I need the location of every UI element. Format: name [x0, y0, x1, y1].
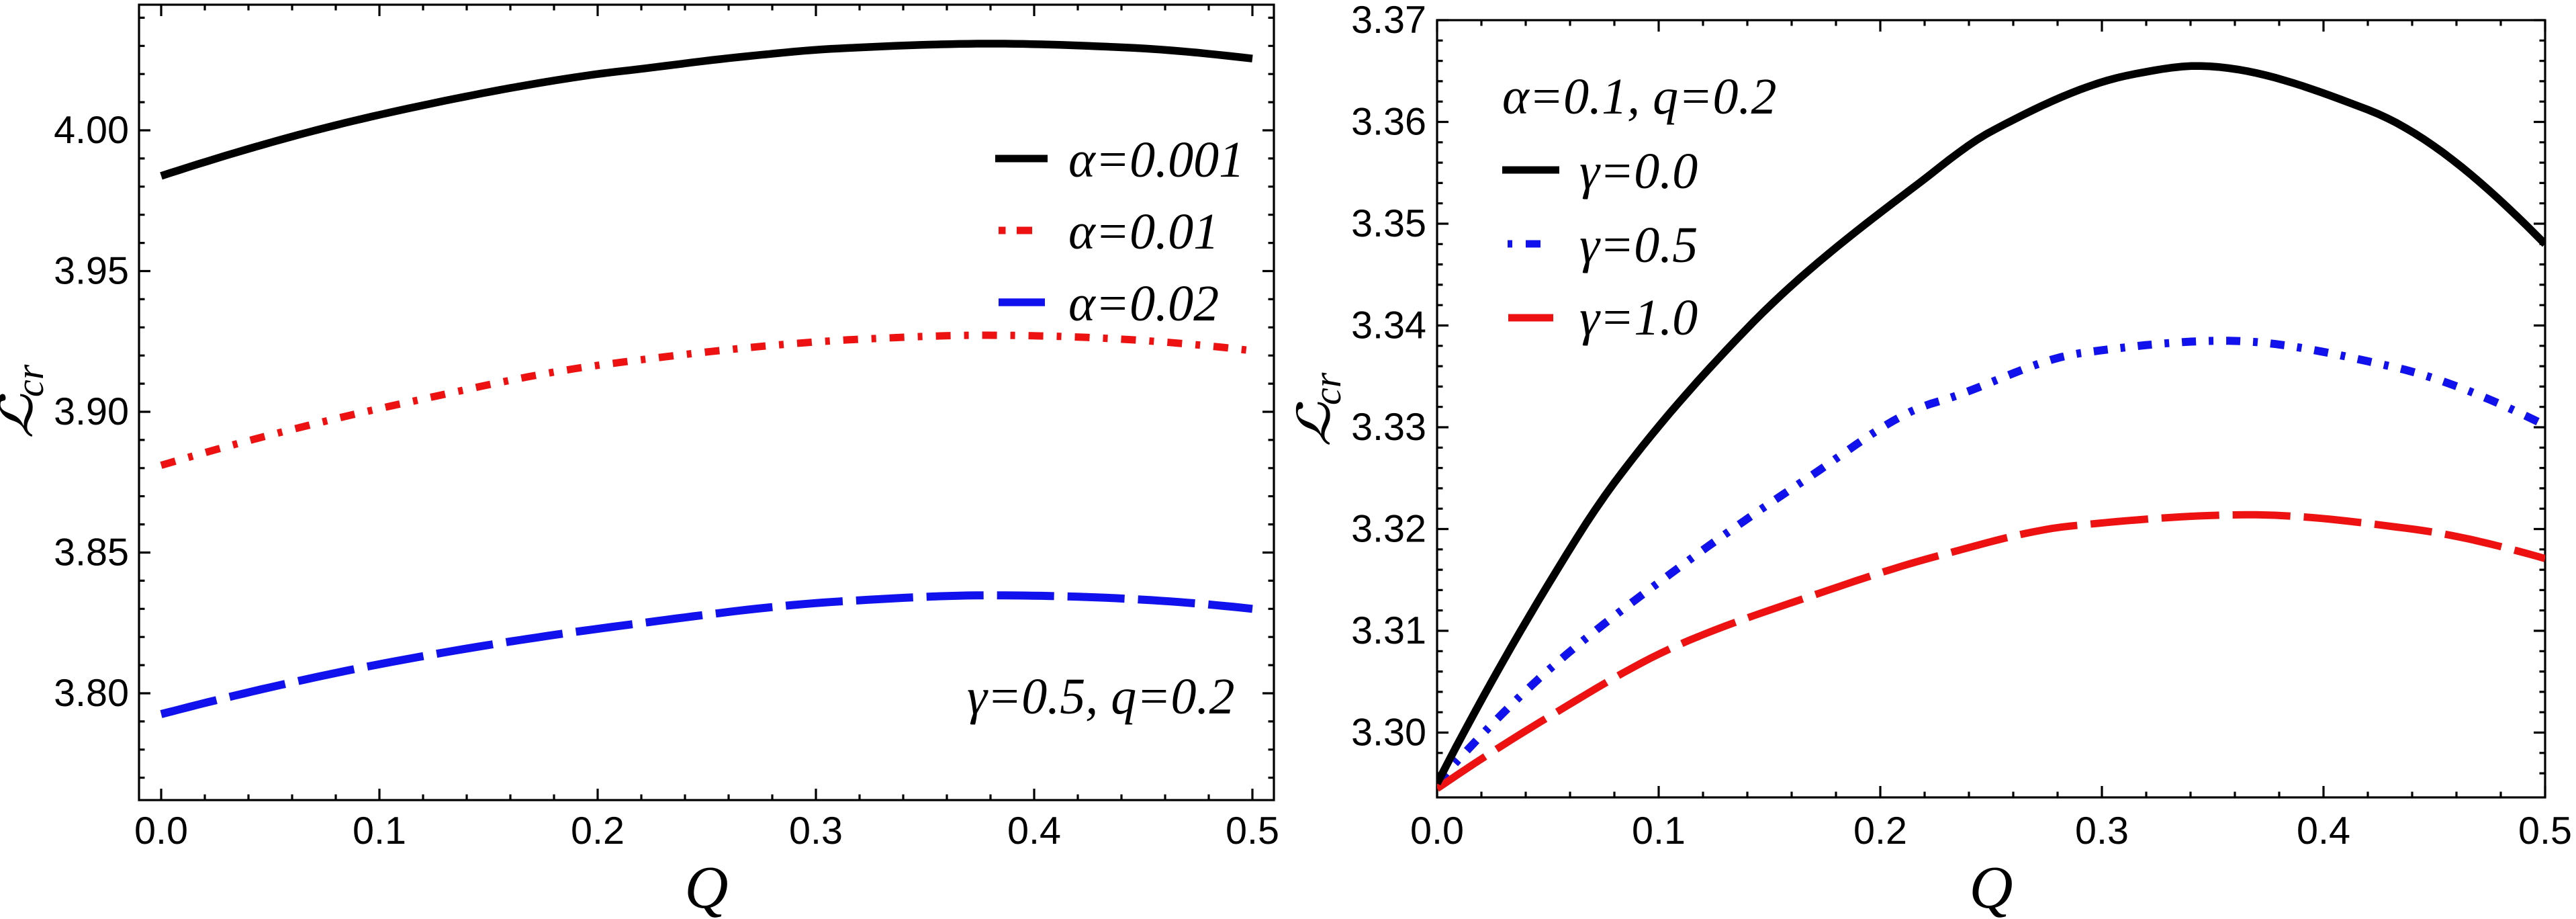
svg-text:Q: Q — [685, 855, 729, 919]
svg-text:α=0.001: α=0.001 — [1068, 132, 1244, 188]
svg-text:cr: cr — [8, 364, 52, 397]
svg-text:γ=0.0: γ=0.0 — [1579, 143, 1698, 200]
svg-text:γ=0.5: γ=0.5 — [1579, 217, 1698, 273]
svg-text:3.95: 3.95 — [54, 250, 129, 293]
svg-text:3.30: 3.30 — [1351, 711, 1426, 754]
svg-text:α=0.01: α=0.01 — [1068, 204, 1219, 260]
svg-text:3.35: 3.35 — [1351, 202, 1426, 245]
svg-text:0.2: 0.2 — [1853, 809, 1907, 852]
svg-text:0.4: 0.4 — [2297, 809, 2350, 852]
svg-text:3.33: 3.33 — [1351, 406, 1426, 449]
svg-text:γ=1.0: γ=1.0 — [1579, 290, 1698, 346]
svg-text:0.2: 0.2 — [571, 809, 625, 852]
svg-text:3.36: 3.36 — [1351, 101, 1426, 144]
svg-text:3.32: 3.32 — [1351, 508, 1426, 551]
svg-text:0.0: 0.0 — [1410, 809, 1464, 852]
svg-text:0.4: 0.4 — [1007, 809, 1061, 852]
svg-text:0.1: 0.1 — [1632, 809, 1686, 852]
svg-text:α=0.02: α=0.02 — [1068, 275, 1219, 332]
svg-text:0.1: 0.1 — [353, 809, 406, 852]
svg-text:cr: cr — [1305, 372, 1349, 405]
svg-text:3.37: 3.37 — [1351, 0, 1426, 42]
svg-text:0.0: 0.0 — [134, 809, 188, 852]
svg-text:3.90: 3.90 — [54, 390, 129, 433]
svg-text:0.5: 0.5 — [2518, 809, 2572, 852]
svg-text:3.31: 3.31 — [1351, 609, 1426, 652]
svg-text:γ=0.5, q=0.2: γ=0.5, q=0.2 — [967, 668, 1235, 725]
svg-text:0.3: 0.3 — [2075, 809, 2129, 852]
svg-text:3.85: 3.85 — [54, 531, 129, 574]
svg-text:Q: Q — [1970, 855, 2013, 919]
svg-text:4.00: 4.00 — [54, 109, 129, 152]
svg-text:0.3: 0.3 — [789, 809, 843, 852]
svg-text:0.5: 0.5 — [1226, 809, 1279, 852]
svg-text:3.34: 3.34 — [1351, 304, 1426, 347]
svg-text:α=0.1, q=0.2: α=0.1, q=0.2 — [1502, 69, 1776, 125]
svg-text:3.80: 3.80 — [54, 672, 129, 715]
